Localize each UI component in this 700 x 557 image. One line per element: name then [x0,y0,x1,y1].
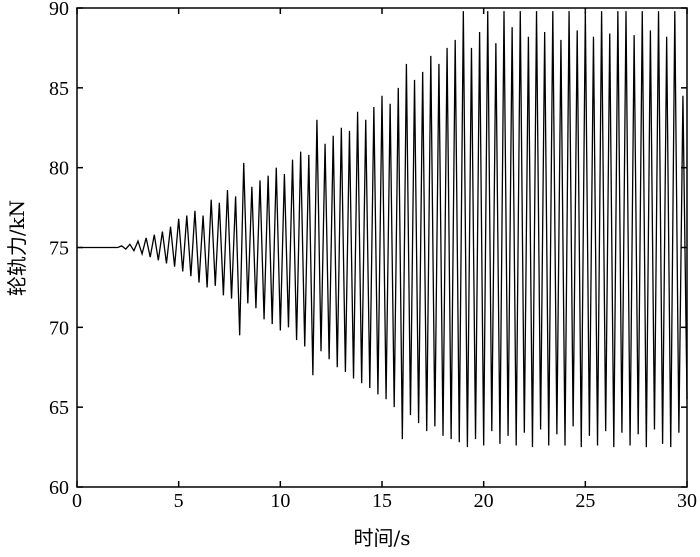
y-tick-label: 85 [49,78,69,100]
x-tick-label: 20 [474,490,494,512]
x-tick-label: 5 [174,490,184,512]
y-tick-label: 70 [49,317,69,339]
y-tick-label: 90 [49,0,69,20]
x-tick-label: 10 [270,490,290,512]
x-tick-label: 30 [677,490,697,512]
y-tick-label: 65 [49,397,69,419]
x-axis-label: 时间/s [353,526,410,550]
signal-line [77,11,688,448]
x-tick-label: 0 [72,490,82,512]
y-tick-label: 60 [49,477,69,499]
y-axis-label: 轮轨力/kN [5,200,29,296]
x-tick-label: 15 [372,490,392,512]
y-tick-label: 80 [49,158,69,180]
x-tick-label: 25 [575,490,595,512]
y-tick-label: 75 [49,238,69,260]
